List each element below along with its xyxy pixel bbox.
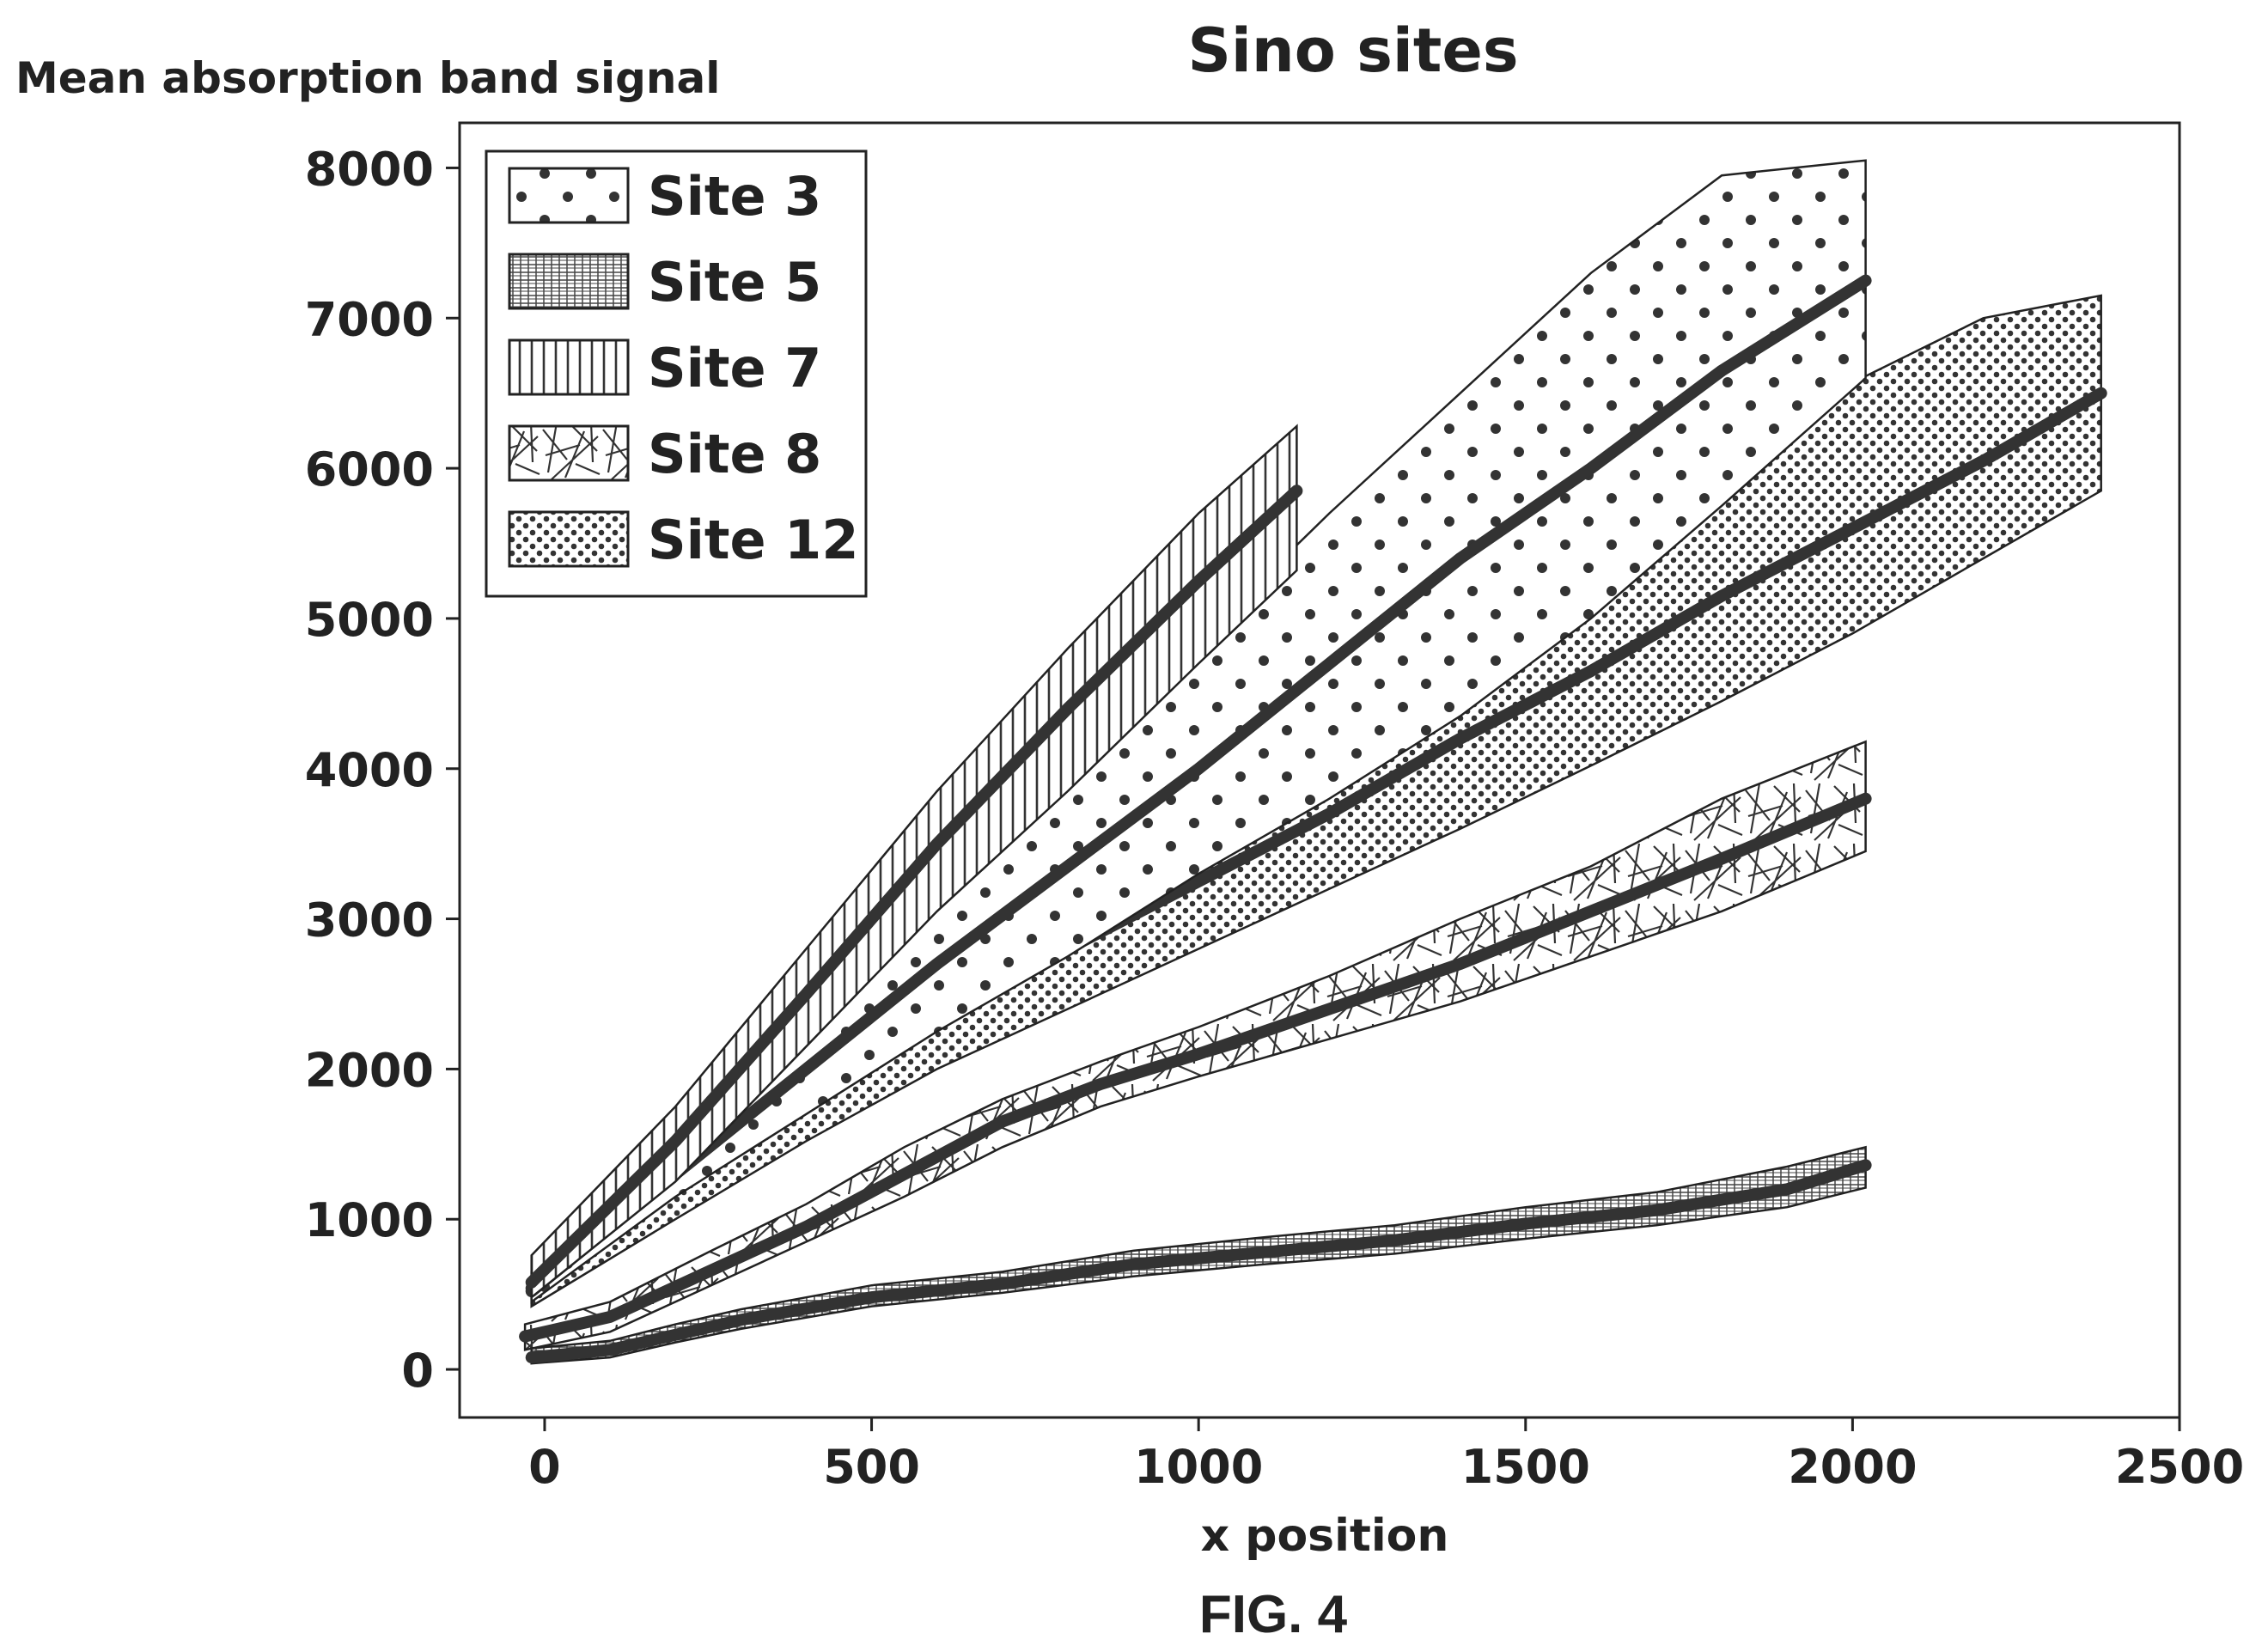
legend: Site 3 Site 5 Site 7 Site 8 Site 12 bbox=[485, 149, 868, 598]
legend-label-site-12: Site 12 bbox=[648, 509, 858, 571]
series-site-7 bbox=[525, 424, 1303, 1300]
mean-line-site-7 bbox=[525, 485, 1303, 1289]
x-tick-label: 500 bbox=[823, 1440, 920, 1494]
y-tick-label: 4000 bbox=[305, 743, 434, 797]
legend-swatch-site-8 bbox=[508, 424, 630, 482]
mean-line-site-5 bbox=[525, 1159, 1872, 1364]
y-axis-label: Mean absorption band signal bbox=[15, 53, 720, 103]
figure-caption: FIG. 4 bbox=[1199, 1585, 1348, 1644]
legend-swatch-site-5 bbox=[508, 253, 630, 310]
x-tick-label: 2500 bbox=[2115, 1440, 2244, 1494]
y-tick-label: 3000 bbox=[305, 893, 434, 948]
x-tick-label: 1500 bbox=[1461, 1440, 1590, 1494]
series-site-5 bbox=[525, 1145, 1872, 1365]
legend-swatch-site-12 bbox=[508, 510, 630, 568]
y-tick-label: 6000 bbox=[305, 442, 434, 497]
legend-label-site-7: Site 7 bbox=[648, 337, 821, 399]
legend-swatch-site-3 bbox=[508, 167, 630, 224]
plot-area bbox=[519, 159, 2107, 1365]
x-tick-label: 1000 bbox=[1134, 1440, 1263, 1494]
y-tick-label: 7000 bbox=[305, 292, 434, 346]
legend-swatch-site-7 bbox=[508, 338, 630, 396]
y-tick-label: 1000 bbox=[305, 1193, 434, 1247]
x-axis-label: x position bbox=[1201, 1510, 1449, 1562]
chart-title: Sino sites bbox=[1188, 15, 1519, 86]
series-site-8 bbox=[519, 740, 1872, 1351]
y-tick-label: 5000 bbox=[305, 593, 434, 647]
y-tick-label: 8000 bbox=[305, 142, 434, 196]
legend-label-site-3: Site 3 bbox=[648, 165, 821, 228]
y-tick-label: 2000 bbox=[305, 1043, 434, 1097]
mean-line-site-3 bbox=[525, 274, 1872, 1298]
legend-label-site-5: Site 5 bbox=[648, 251, 821, 314]
x-tick-label: 2000 bbox=[1788, 1440, 1917, 1494]
legend-label-site-8: Site 8 bbox=[648, 423, 821, 485]
axes: 0 500 1000 1500 2000 2500 0 1000 2000 3000 4000 500… bbox=[305, 121, 2244, 1494]
plot-frame bbox=[458, 121, 2181, 1419]
mean-line-site-8 bbox=[519, 792, 1872, 1343]
x-tick-label: 0 bbox=[528, 1440, 561, 1494]
y-tick-label: 0 bbox=[401, 1344, 434, 1398]
